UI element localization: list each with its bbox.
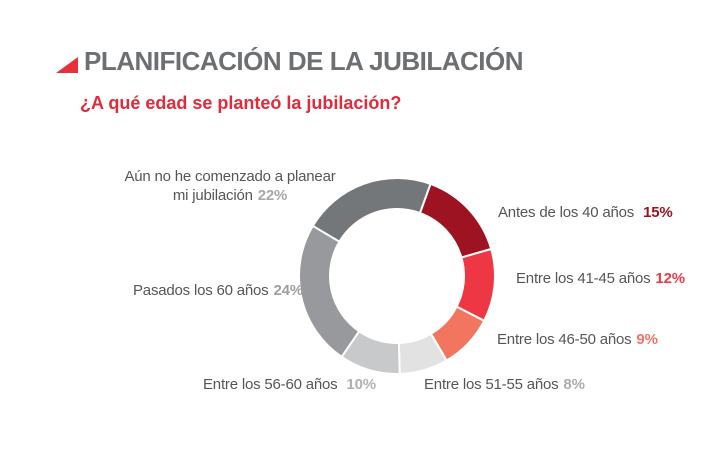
label-percent: 12% — [655, 270, 685, 287]
segment-label-entre-56-60: Entre los 56-60 años 10% — [203, 375, 376, 394]
section-marker-triangle-icon — [56, 57, 78, 73]
label-percent: 22% — [257, 187, 288, 204]
label-text: Entre los 51-55 años — [424, 376, 559, 393]
label-text: Aún no he comenzado a planear — [124, 168, 336, 185]
chart-question: ¿A qué edad se planteó la jubilación? — [80, 93, 402, 113]
segment-label-entre-51-55: Entre los 51-55 años 8% — [424, 375, 585, 394]
label-text: Entre los 41-45 años — [516, 270, 651, 287]
segment-label-entre-46-50: Entre los 46-50 años 9% — [497, 330, 658, 349]
label-percent: 24% — [273, 282, 303, 299]
label-text: Entre los 56-60 años — [203, 376, 338, 393]
label-percent: 8% — [563, 376, 585, 393]
label-text: Pasados los 60 años — [133, 282, 269, 299]
segment-label-antes-de-los-40: Antes de los 40 años 15% — [498, 203, 673, 222]
label-text: Antes de los 40 años — [498, 204, 635, 221]
segment-label-aun-no: Aún no he comenzado a planear mi jubilac… — [118, 167, 342, 205]
label-text: Entre los 46-50 años — [497, 331, 632, 348]
label-text: mi jubilación — [172, 187, 253, 204]
segment-label-entre-41-45: Entre los 41-45 años 12% — [516, 269, 685, 288]
label-percent: 15% — [643, 204, 673, 221]
label-percent: 9% — [636, 331, 658, 348]
segment-label-pasados-60: Pasados los 60 años 24% — [133, 281, 303, 300]
donut-segment-aun-no — [311, 177, 432, 244]
donut-segment-pasados-60 — [298, 224, 361, 359]
donut-segment-antes-de-los-40 — [418, 182, 493, 259]
section-title: PLANIFICACIÓN DE LA JUBILACIÓN — [84, 46, 524, 76]
label-percent: 10% — [346, 376, 376, 393]
